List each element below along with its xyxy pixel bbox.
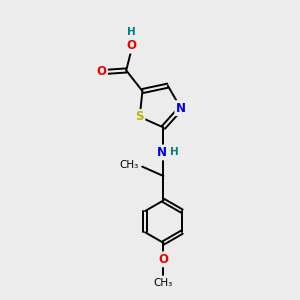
Text: H: H <box>127 27 136 37</box>
Text: O: O <box>127 39 136 52</box>
Text: O: O <box>97 65 106 78</box>
Text: S: S <box>136 110 144 123</box>
Text: N: N <box>157 146 167 159</box>
Text: CH₃: CH₃ <box>154 278 173 288</box>
Text: CH₃: CH₃ <box>119 160 139 170</box>
Text: O: O <box>158 253 168 266</box>
Text: N: N <box>176 102 186 115</box>
Text: H: H <box>170 148 179 158</box>
